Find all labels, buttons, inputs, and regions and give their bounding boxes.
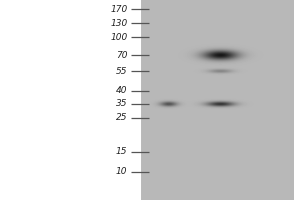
Text: 35: 35 bbox=[116, 99, 128, 108]
Text: 10: 10 bbox=[116, 168, 128, 176]
Text: 25: 25 bbox=[116, 114, 128, 122]
Text: 40: 40 bbox=[116, 86, 128, 95]
Text: 55: 55 bbox=[116, 66, 128, 75]
Bar bbox=[141, 0, 294, 200]
Text: 70: 70 bbox=[116, 50, 128, 60]
Text: 170: 170 bbox=[110, 4, 127, 14]
Bar bbox=[0, 0, 141, 200]
Text: 15: 15 bbox=[116, 148, 128, 156]
Text: 130: 130 bbox=[110, 19, 127, 27]
Text: 100: 100 bbox=[110, 32, 127, 42]
